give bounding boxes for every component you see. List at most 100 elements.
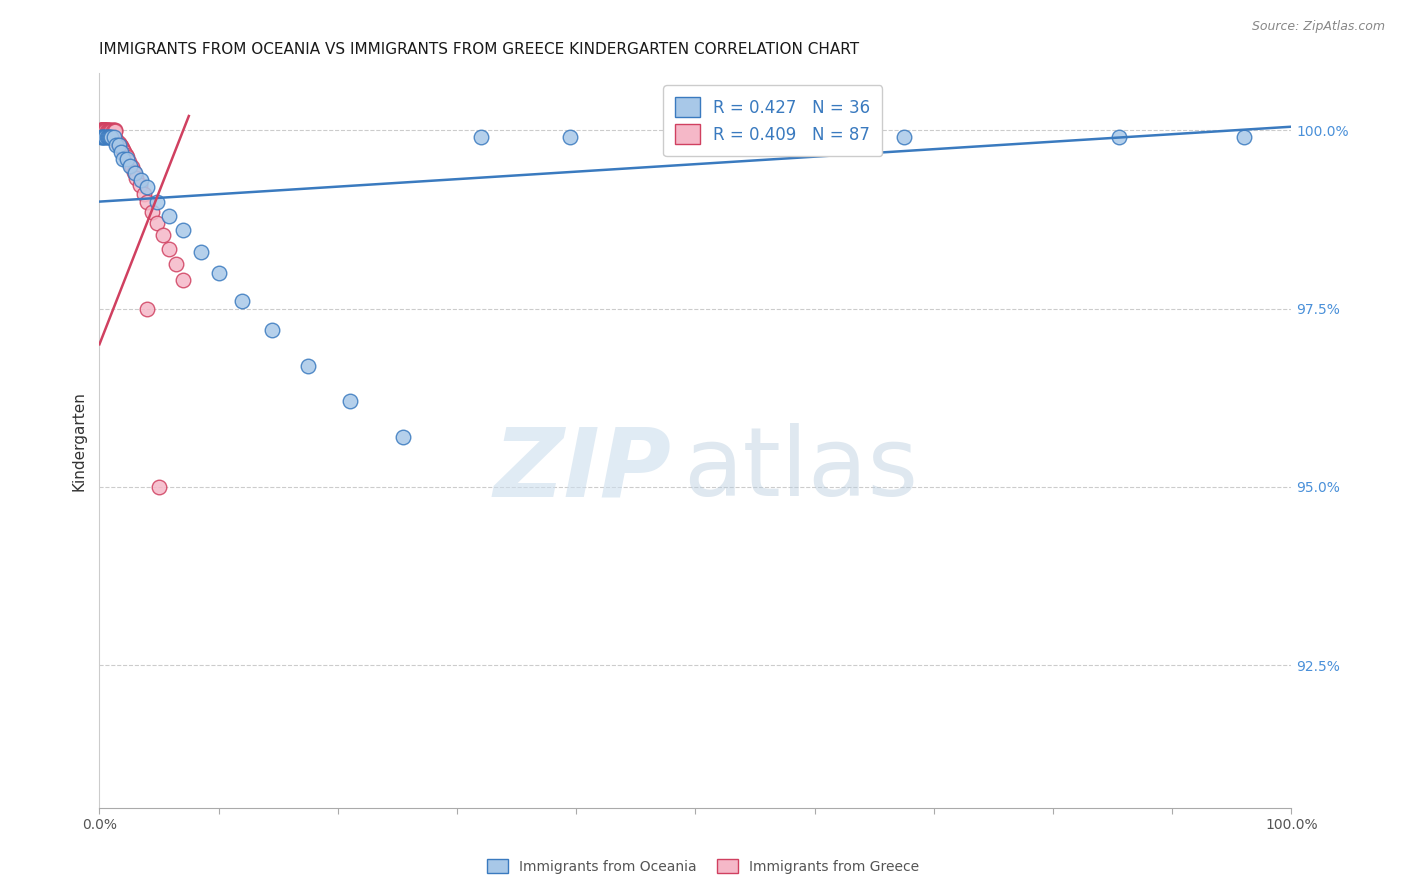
Point <box>103 131 125 145</box>
Point <box>101 123 124 137</box>
Point <box>90 123 112 137</box>
Point <box>97 128 120 143</box>
Point <box>114 145 136 160</box>
Point <box>136 301 159 316</box>
Point <box>1108 130 1130 145</box>
Point <box>101 129 124 144</box>
Point <box>104 123 127 137</box>
Point <box>90 123 112 137</box>
Point <box>104 132 127 146</box>
Point <box>103 130 125 145</box>
Point <box>90 125 112 139</box>
Point <box>145 194 167 209</box>
Point <box>165 257 187 271</box>
Point <box>339 394 361 409</box>
Point <box>115 152 138 166</box>
Point <box>90 123 112 137</box>
Point <box>98 123 121 137</box>
Point <box>98 124 121 138</box>
Point <box>97 125 120 139</box>
Text: IMMIGRANTS FROM OCEANIA VS IMMIGRANTS FROM GREECE KINDERGARTEN CORRELATION CHART: IMMIGRANTS FROM OCEANIA VS IMMIGRANTS FR… <box>100 42 859 57</box>
Point <box>110 145 132 159</box>
Point <box>129 178 152 193</box>
Point <box>90 123 112 137</box>
Point <box>122 165 145 179</box>
Point <box>108 137 131 152</box>
Point <box>115 150 138 164</box>
Point <box>136 195 159 210</box>
Point <box>105 137 128 152</box>
Point <box>107 137 129 152</box>
Point <box>98 123 121 137</box>
Point <box>100 124 122 138</box>
Point <box>91 125 114 139</box>
Point <box>470 130 492 145</box>
Point <box>100 128 122 143</box>
Point <box>100 130 122 145</box>
Point <box>98 126 121 140</box>
Point <box>696 130 718 145</box>
Point <box>91 124 114 138</box>
Point <box>129 173 152 187</box>
Point <box>90 123 112 137</box>
Point <box>96 125 118 139</box>
Point <box>104 124 127 138</box>
Text: atlas: atlas <box>683 424 918 516</box>
Point <box>90 123 112 137</box>
Point <box>98 124 121 138</box>
Point <box>172 273 194 287</box>
Point <box>91 123 114 137</box>
Point <box>100 128 122 142</box>
Point <box>97 123 120 137</box>
Point <box>110 139 132 153</box>
Point <box>124 166 146 180</box>
Point <box>101 128 124 143</box>
Point <box>98 127 121 141</box>
Point <box>157 242 180 256</box>
Point <box>103 130 125 145</box>
Point <box>157 209 180 223</box>
Point <box>94 123 117 137</box>
Point <box>125 171 148 186</box>
Point <box>132 186 155 201</box>
Text: Source: ZipAtlas.com: Source: ZipAtlas.com <box>1251 20 1385 33</box>
Point <box>90 123 112 137</box>
Point <box>97 130 120 145</box>
Point <box>103 124 125 138</box>
Point <box>297 359 319 373</box>
Point <box>100 123 122 137</box>
Point <box>111 141 134 155</box>
Point <box>96 123 118 137</box>
Point <box>96 130 118 145</box>
Point <box>90 130 112 145</box>
Point <box>98 125 121 139</box>
Point <box>93 126 115 140</box>
Point <box>121 160 143 174</box>
Point <box>136 180 159 194</box>
Point <box>96 123 118 137</box>
Point <box>262 323 284 337</box>
Point <box>103 123 125 137</box>
Y-axis label: Kindergarten: Kindergarten <box>72 391 86 491</box>
Point <box>560 130 582 145</box>
Point <box>94 124 117 138</box>
Point <box>98 129 121 144</box>
Point <box>94 123 117 137</box>
Point <box>101 124 124 138</box>
Point <box>93 130 115 145</box>
Point <box>96 124 118 138</box>
Point <box>93 123 115 137</box>
Legend: Immigrants from Oceania, Immigrants from Greece: Immigrants from Oceania, Immigrants from… <box>479 852 927 880</box>
Text: ZIP: ZIP <box>494 424 672 516</box>
Point <box>114 147 136 161</box>
Point <box>172 223 194 237</box>
Point <box>98 130 121 145</box>
Point <box>152 228 174 243</box>
Point <box>91 123 114 137</box>
Point <box>190 244 212 259</box>
Point <box>893 130 915 145</box>
Point <box>107 136 129 150</box>
Point <box>97 125 120 139</box>
Point <box>145 216 167 230</box>
Point <box>207 266 229 280</box>
